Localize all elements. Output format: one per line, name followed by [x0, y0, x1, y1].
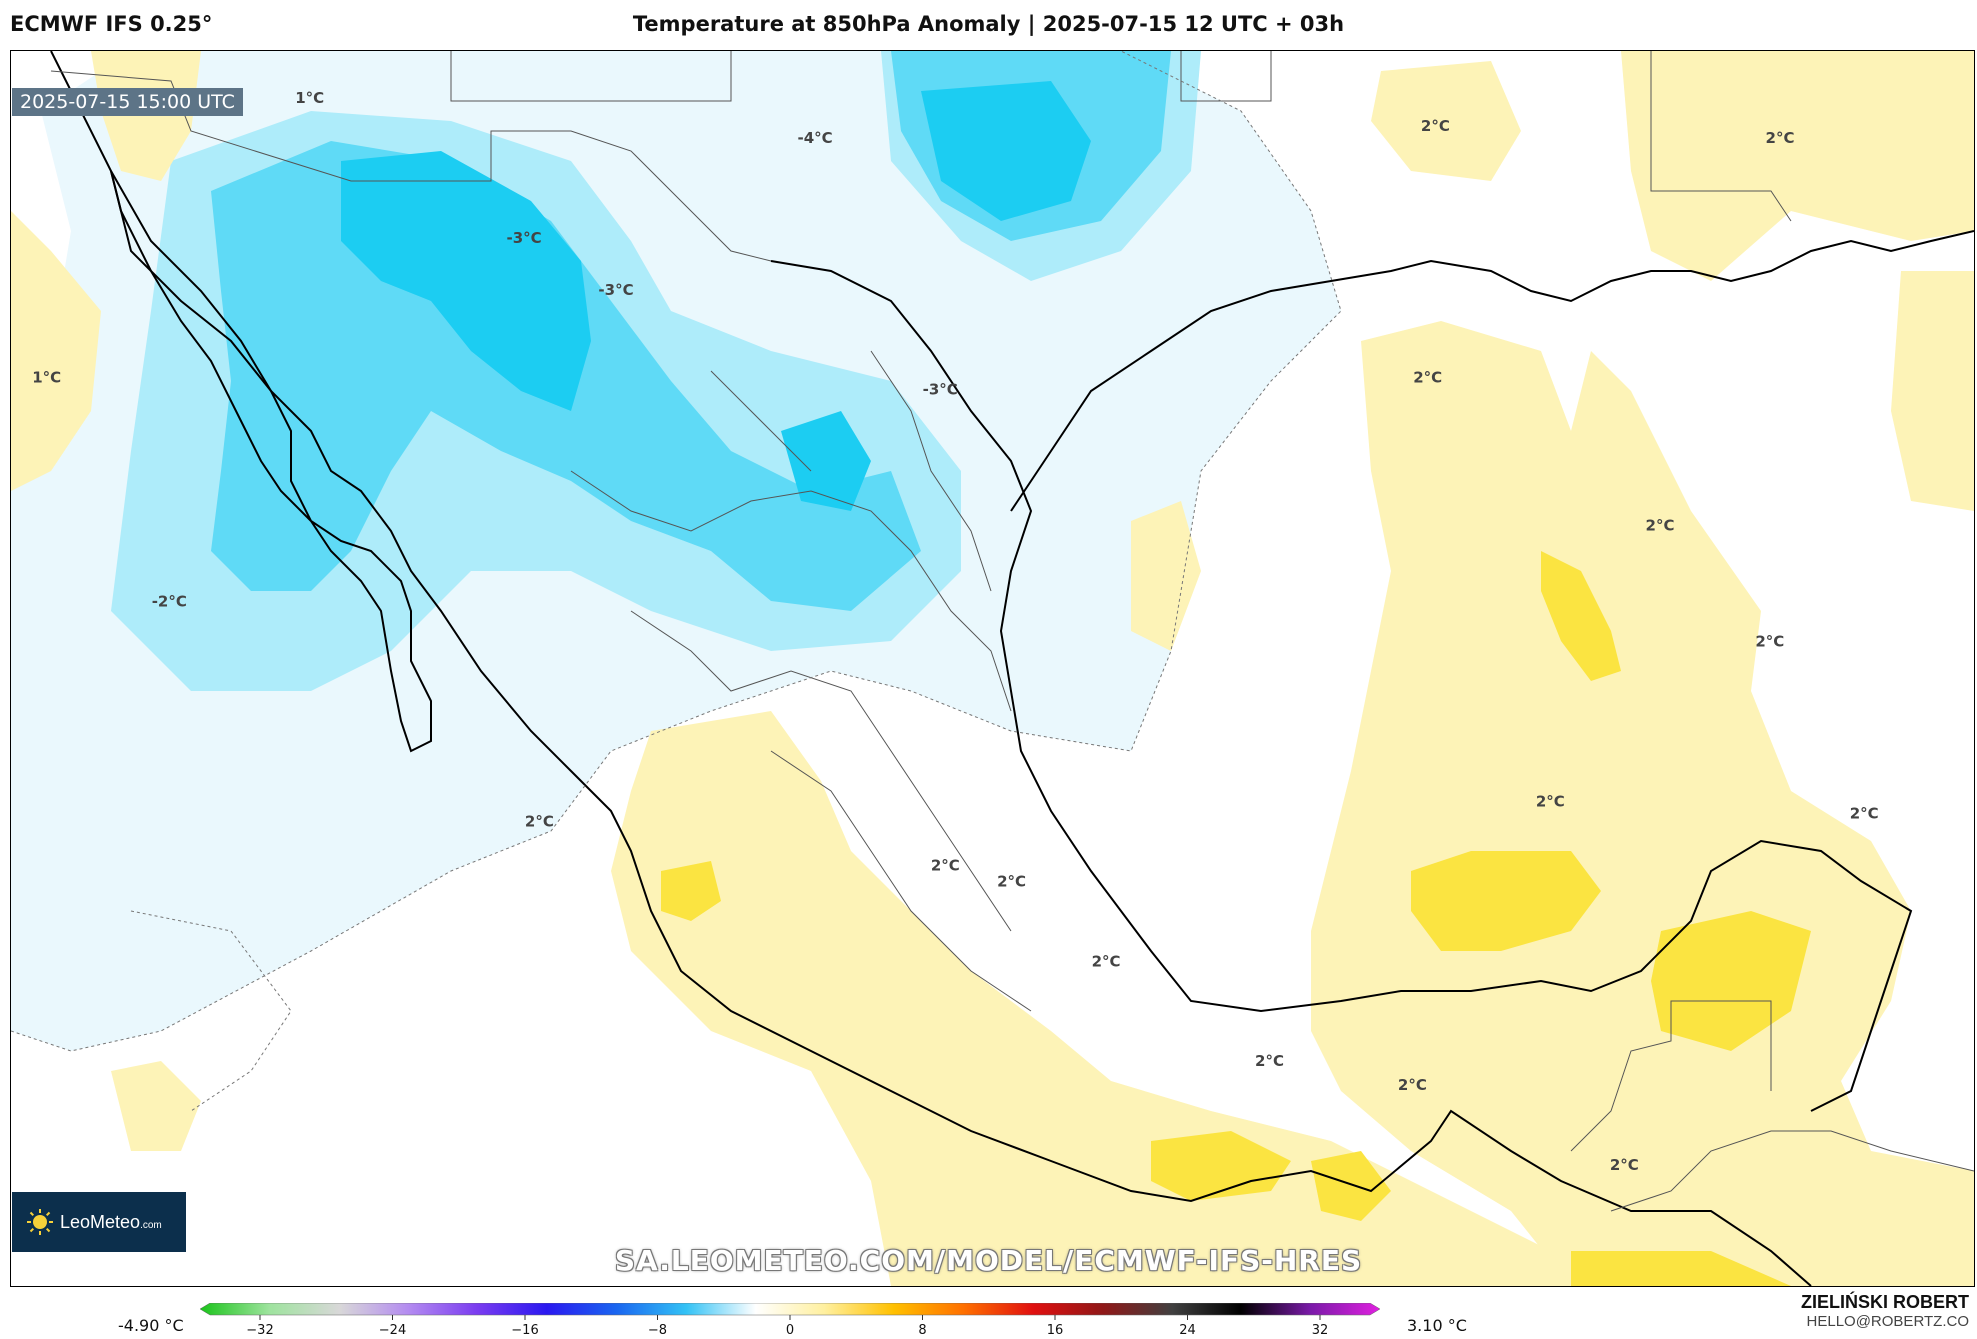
contour-label: 2°C: [1421, 117, 1450, 135]
warm-core-yucatan-w: [1411, 851, 1601, 951]
contour-label: 2°C: [1755, 633, 1784, 651]
contour-label: 2°C: [931, 856, 960, 874]
warm-area-west-edge: [11, 211, 101, 491]
map-panel[interactable]: 1°C 1°C -2°C -3°C -3°C -4°C -3°C 2°C 2°C 2°C 2°C 2°…: [10, 50, 1975, 1287]
sun-icon: [26, 1208, 54, 1236]
author-block: ZIELIŃSKI ROBERT HELLO@ROBERTZ.CO: [1801, 1292, 1969, 1330]
colorbar-tick-label: −24: [379, 1323, 406, 1338]
warm-area-central: [1131, 501, 1201, 651]
contour-label: -4°C: [798, 129, 833, 147]
warm-area-pacific: [611, 711, 1571, 1286]
cold-core-east: [781, 411, 871, 511]
contour-label: 2°C: [1610, 1156, 1639, 1174]
contour-label: -3°C: [923, 381, 958, 399]
colorbar-tick-label: −16: [511, 1323, 538, 1338]
zero-contours: [11, 51, 1342, 1112]
cold-core-west: [341, 151, 591, 411]
colorbar-tick-label: 24: [1179, 1323, 1196, 1338]
border-guatemala: [1570, 1000, 1772, 1152]
colorbar-ticks: −32 −24 −16 −8 0 8 16 24 32: [246, 1315, 1328, 1338]
states-mexico-2: [630, 610, 1012, 932]
colorbar-tick-label: −8: [648, 1323, 667, 1338]
watermark-url: SA.LEOMETEO.COM/MODEL/ECMWF-IFS-HRES: [614, 1244, 1363, 1277]
contour-label: -3°C: [598, 281, 633, 299]
model-label: ECMWF IFS 0.25°: [10, 12, 213, 36]
states-mexico-5: [710, 370, 812, 472]
coastlines: [50, 51, 1974, 1286]
warm-core-pacific-2: [1151, 1131, 1291, 1201]
colorbar-tick-label: 32: [1312, 1323, 1329, 1338]
contour-label: 1°C: [295, 89, 324, 107]
contour-label: 2°C: [1398, 1076, 1427, 1094]
contour-labels: 1°C 1°C -2°C -3°C -3°C -4°C -3°C 2°C 2°C 2°C 2°C 2°…: [32, 89, 1878, 1174]
states-mexico-4: [870, 350, 992, 592]
author-name: ZIELIŃSKI ROBERT: [1800, 1292, 1969, 1312]
warm-core-south: [1571, 1251, 1791, 1286]
border-central-america: [1610, 1130, 1974, 1212]
contour-label: 2°C: [1850, 804, 1879, 822]
coast-us-gulf: [1010, 230, 1974, 512]
anomaly-map: 1°C 1°C -2°C -3°C -3°C -4°C -3°C 2°C 2°C 2°C 2°C 2°…: [11, 51, 1974, 1286]
warm-area-gulf-caribbean: [1311, 321, 1974, 1286]
logo-text: LeoMeteo.com: [60, 1212, 162, 1233]
contour-label: 2°C: [1255, 1052, 1284, 1070]
coast-pacific-mainland: [50, 51, 1812, 1286]
contour-label: -3°C: [507, 229, 542, 247]
warm-area-nw-corner: [91, 51, 201, 181]
warm-area-small-sw: [111, 1061, 201, 1151]
border-louisiana: [1650, 51, 1792, 222]
border-north: [450, 51, 732, 102]
warm-shading: [11, 51, 1974, 1286]
warm-core-gulf: [1541, 551, 1621, 681]
author-email[interactable]: HELLO@ROBERTZ.CO: [1806, 1313, 1969, 1330]
contour-label: 2°C: [525, 812, 554, 830]
contour-label: 2°C: [1092, 952, 1121, 970]
zero-contour-2: [130, 910, 292, 1112]
colorbar: −32 −24 −16 −8 0 8 16 24 32: [200, 1303, 1381, 1338]
contour-label: -2°C: [152, 593, 187, 611]
warm-area-ne-2: [1621, 51, 1974, 281]
warm-core-pacific-1: [661, 861, 721, 921]
colorbar-tick-label: 8: [918, 1323, 926, 1338]
contour-label: 2°C: [1413, 369, 1442, 387]
warm-area-ne-3: [1891, 271, 1974, 511]
colorbar-tick-label: 16: [1047, 1323, 1064, 1338]
contour-label: 2°C: [1646, 517, 1675, 535]
contour-label: 1°C: [32, 369, 61, 387]
contour-label: 2°C: [1536, 792, 1565, 810]
leometeo-logo[interactable]: LeoMeteo.com: [12, 1192, 186, 1252]
valid-time-label: 2025-07-15 15:00 UTC: [12, 88, 243, 116]
colorbar-max-label: 3.10 °C: [1407, 1316, 1467, 1335]
cold-shading: [11, 51, 1341, 1051]
contour-label: 2°C: [997, 872, 1026, 890]
border-texas: [1180, 51, 1272, 102]
cold-core-north: [921, 81, 1091, 221]
states-mexico-1: [570, 470, 1012, 712]
zero-contour-1: [11, 51, 1342, 1052]
coast-gulf-mexico: [770, 260, 1913, 1112]
logo-suffix: .com: [140, 1219, 162, 1231]
chart-title: Temperature at 850hPa Anomaly | 2025-07-…: [632, 12, 1345, 36]
colorbar-tick-label: 0: [786, 1323, 794, 1338]
colorbar-tick-label: −32: [246, 1323, 273, 1338]
states-mexico-3: [770, 750, 1032, 1012]
colorbar-min-label: -4.90 °C: [118, 1316, 184, 1335]
logo-name: LeoMeteo: [60, 1211, 141, 1232]
warm-area-ne-1: [1371, 61, 1521, 181]
contour-label: 2°C: [1766, 129, 1795, 147]
colorbar-bar: [200, 1303, 1381, 1316]
coast-baja-california: [110, 170, 432, 753]
warm-core-pacific-3: [1311, 1151, 1391, 1221]
